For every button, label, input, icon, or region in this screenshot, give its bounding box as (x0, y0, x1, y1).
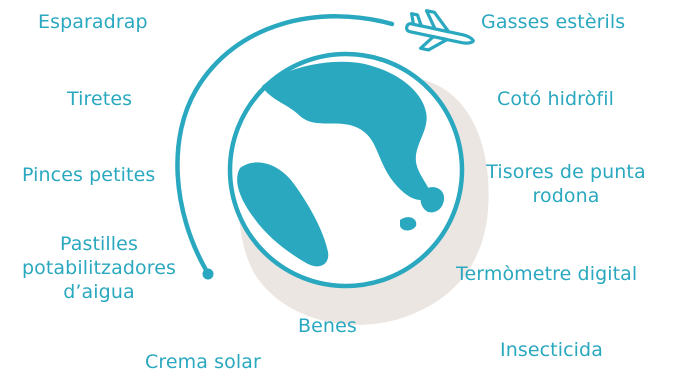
item-tiretes: Tiretes (67, 87, 132, 111)
airplane-icon (403, 7, 477, 58)
item-benes: Benes (298, 314, 357, 338)
item-crema: Crema solar (145, 350, 261, 374)
item-pastilles-line-1: Pastilles (22, 232, 176, 256)
item-pastilles: Pastilles potabilitzadores d’aigua (22, 232, 176, 304)
item-esparadrap: Esparadrap (38, 10, 148, 34)
item-pinces: Pinces petites (22, 163, 155, 187)
item-tisores-line-2: rodona (486, 184, 645, 208)
item-pastilles-line-2: potabilitzadores (22, 256, 176, 280)
item-insecticida: Insecticida (500, 338, 603, 362)
orbit-end-dot (203, 269, 214, 280)
item-tisores-line-1: Tisores de punta (486, 160, 645, 184)
item-pastilles-line-3: d’aigua (22, 280, 176, 304)
item-termometre: Termòmetre digital (456, 262, 637, 286)
item-gasses: Gasses estèrils (481, 10, 625, 34)
globe-icon (230, 54, 462, 286)
item-tisores: Tisores de punta rodona (486, 160, 645, 208)
item-coto: Cotó hidròfil (497, 87, 614, 111)
